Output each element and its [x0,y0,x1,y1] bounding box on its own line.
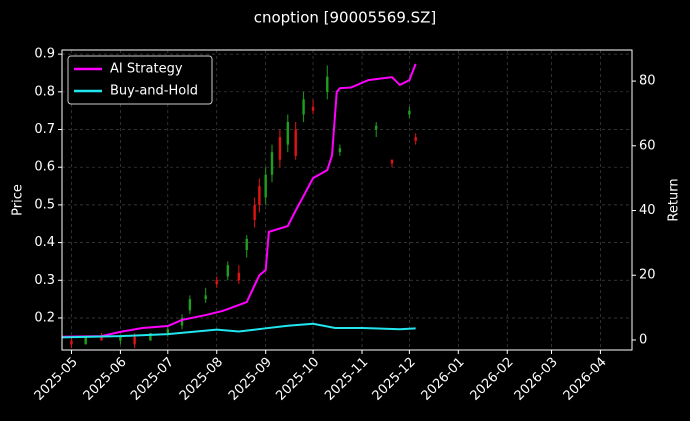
x-tick-label: 2026-02 [468,355,517,404]
candle-body [286,121,289,145]
x-tick-label: 2026-04 [561,355,610,404]
candle-body [390,159,394,164]
candle-body [326,76,329,92]
candle-body [180,317,184,326]
candle-body [302,99,305,115]
series-line [61,322,416,339]
candle-body [100,336,103,341]
y-tick-label: 0.4 [34,235,55,250]
y-tick-label: 0.8 [34,84,55,99]
candle-body [408,110,411,115]
y2-axis-label: Return [667,178,682,221]
series-line [61,63,417,338]
candle-body [84,336,87,345]
y-tick-label: 0.3 [34,273,55,288]
candle-body [70,340,73,345]
x-tick-label: 2025-05 [32,355,81,404]
legend-label: AI Strategy [110,62,183,77]
x-tick-label: 2025-12 [370,355,419,404]
x-tick-label: 2026-01 [419,355,468,404]
candle-body [119,336,122,341]
candle-body [278,137,282,160]
candle-body [311,106,315,111]
candle-body [204,295,207,300]
candle-body [226,265,229,277]
x-tick-label: 2025-08 [177,355,226,404]
y-tick-label: 0.6 [34,160,55,175]
x-tick-label: 2025-07 [128,355,177,404]
x-tick-label: 2026-03 [512,355,561,404]
candle-body [245,238,248,251]
candle-body [215,280,218,285]
candle-body [133,336,136,345]
candle-body [270,152,274,175]
candle-body [414,137,417,141]
legend-box [67,55,213,105]
chart-title: cnoption [90005569.SZ] [254,9,437,27]
legend-label: Buy-and-Hold [110,84,198,99]
candle-body [294,129,297,156]
candle-body [253,204,256,220]
candle-body [258,186,261,205]
x-tick-label: 2025-09 [226,355,275,404]
y2-tick-label: 0 [639,332,647,347]
x-tick-label: 2025-06 [81,355,130,404]
candle-body [338,148,342,153]
y-tick-label: 0.7 [34,122,55,137]
y-axis-label: Price [11,184,26,216]
y-tick-label: 0.9 [34,47,55,62]
y2-tick-label: 60 [639,138,656,153]
candle-body [237,272,241,281]
y-tick-label: 0.2 [34,310,55,325]
candle-body [264,174,267,198]
y-tick-label: 0.5 [34,197,55,212]
x-tick-label: 2025-11 [322,355,371,404]
x-tick-label: 2025-10 [273,355,322,404]
candle-body [166,329,169,334]
plot-frame [61,49,633,351]
y2-tick-label: 20 [639,268,656,283]
candle-body [149,333,152,341]
candle-body [188,299,192,311]
y2-tick-label: 40 [639,203,656,218]
candle-body [375,125,378,130]
y2-tick-label: 80 [639,74,656,89]
